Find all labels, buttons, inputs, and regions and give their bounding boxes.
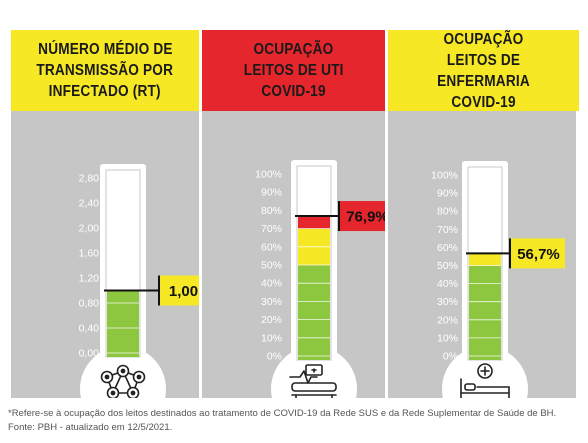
panel-uti-chart: 100% 90% 80% 70% 60% 50% 40% 30% 20% 10% 0% 76,9% [202,111,385,398]
panel-enfermaria-chart: 100% 90% 80% 70% 60% 50% 40% 30% 20% 10% 0% 56,7% [388,111,576,398]
fill-green [298,265,330,360]
panel-enfermaria-title-line-3: COVID-19 [451,93,516,111]
panel-uti-title-line-3: COVID-19 [261,83,326,100]
tick-label: 1,20 [79,273,100,285]
footnote-line-1: *Refere-se à ocupação dos leitos destina… [8,408,557,419]
cross-circle [477,363,493,379]
tick-label: 0% [267,351,282,363]
rt-fill-green [107,290,139,357]
tick-label: 10% [437,332,458,344]
value-label: 76,9% [346,209,385,226]
tick-label: 10% [261,332,282,344]
tick-label: 0% [443,351,458,363]
panel-rt-title-line-2: TRANSMISSÃO POR [36,62,174,79]
tick-label: 70% [261,223,282,235]
panel-uti-title-line-2: LEITOS DE UTI [243,62,344,79]
tick-label: 20% [437,314,458,326]
tick-label: 90% [261,187,282,199]
tick-label: 60% [437,242,458,254]
virus-core [130,390,136,396]
tick-label: 50% [437,260,458,272]
bed-mattress [291,382,337,392]
panel-rt-header: NÚMERO MÉDIO DE TRANSMISSÃO POR INFECTAD… [11,30,199,111]
iv-bag [305,364,323,376]
tick-label: 50% [261,260,282,272]
panel-enfermaria-header: OCUPAÇÃO LEITOS DE ENFERMARIA COVID-19 [388,30,579,111]
uti-thermometer-chart: 100% 90% 80% 70% 60% 50% 40% 30% 20% 10% 0% 76,9% [255,160,385,398]
panel-rt: NÚMERO MÉDIO DE TRANSMISSÃO POR INFECTAD… [11,30,199,398]
rt-thermometer-chart: 2,80 2,40 2,00 1,60 1,20 0,80 0,40 0,00 1,00 [79,164,199,398]
bed-pillow [464,383,476,391]
fill-red [298,216,330,229]
footnote-source: Fonte: PBH - atualizado em 12/5/2021. [8,422,173,433]
tick-label: 1,60 [79,248,100,260]
panel-uti-header: OCUPAÇÃO LEITOS DE UTI COVID-19 [202,30,385,111]
panel-uti-title-line-1: OCUPAÇÃO [253,41,334,58]
virus-core [104,374,110,380]
panel-uti: OCUPAÇÃO LEITOS DE UTI COVID-19 100% 90% 8… [199,30,385,398]
enfermaria-thermometer-chart: 100% 90% 80% 70% 60% 50% 40% 30% 20% 10% 0% 56,7% [431,161,565,398]
tick-label: 80% [261,205,282,217]
tick-label: 90% [437,188,458,200]
panel-rt-title-line-3: INFECTADO (RT) [48,83,162,100]
tick-label: 30% [261,296,282,308]
icu-bed-icon [289,364,337,398]
virus-core [136,374,142,380]
tick-label: 40% [437,278,458,290]
pulse-line [289,370,318,384]
value-callout-box [510,238,565,269]
panel-enfermaria: OCUPAÇÃO LEITOS DE ENFERMARIA COVID-19 1… [385,30,579,398]
hospital-bed-icon [460,363,510,398]
virus-core [120,368,126,374]
value-callout-box [159,275,199,306]
tick-label: 70% [437,224,458,236]
tick-label: 100% [431,170,458,182]
tick-label: 0,80 [79,298,100,310]
tick-label: 40% [261,278,282,290]
fill-yellow [469,253,501,266]
infographic-frame: NÚMERO MÉDIO DE TRANSMISSÃO POR INFECTAD… [11,30,579,398]
tick-label: 2,40 [79,198,100,210]
tick-label: 80% [437,206,458,218]
tick-label: 20% [261,314,282,326]
tick-label: 0,40 [79,323,100,335]
tick-label: 2,80 [79,173,100,185]
virus-network-icon [100,364,146,398]
panel-rt-title-line-1: NÚMERO MÉDIO DE [37,41,173,58]
tick-label: 30% [437,296,458,308]
panel-enfermaria-title-line-2: LEITOS DE ENFERMARIA [437,51,530,90]
panel-rt-chart: 2,80 2,40 2,00 1,60 1,20 0,80 0,40 0,00 1,00 [11,111,199,398]
tick-label: 2,00 [79,223,100,235]
tick-label: 60% [261,241,282,253]
virus-core [110,390,116,396]
value-callout-box [339,201,385,232]
fill-green [469,265,501,360]
value-label: 56,7% [517,246,560,263]
tick-label: 100% [255,169,282,181]
panel-enfermaria-title-line-1: OCUPAÇÃO [443,30,524,48]
tick-label: 0,00 [79,348,100,360]
value-label: 1,00 [169,283,198,300]
